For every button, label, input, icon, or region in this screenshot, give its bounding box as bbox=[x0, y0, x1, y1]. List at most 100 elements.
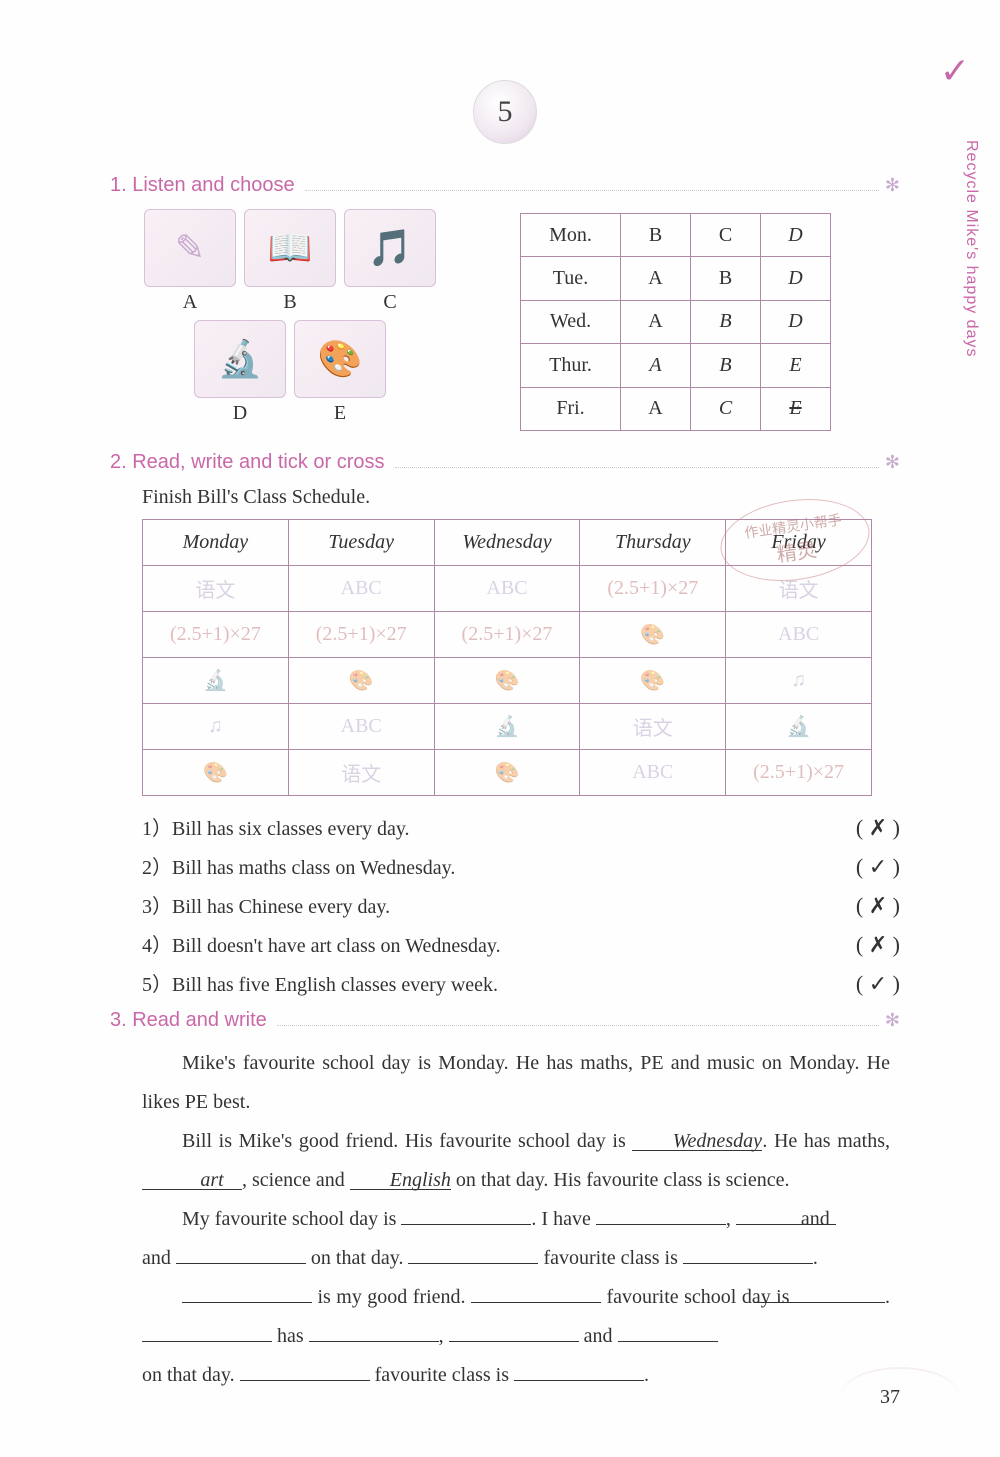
q3-blank[interactable] bbox=[471, 1285, 601, 1303]
q3-text: has bbox=[272, 1325, 309, 1347]
corner-decoration bbox=[840, 1367, 960, 1427]
q3-text: Mike's favourite school day is Monday. H… bbox=[142, 1052, 890, 1113]
q1-answer-cell: A bbox=[621, 300, 691, 343]
q1-answer-cell: B bbox=[621, 214, 691, 257]
q3-text: and bbox=[579, 1325, 618, 1347]
q1-answer-cell: D bbox=[761, 300, 831, 343]
q2-header-cell: Thursday bbox=[580, 520, 726, 566]
q2-cell: 🔬 bbox=[434, 704, 580, 750]
q2-cell: ♫ bbox=[726, 658, 872, 704]
q2-cell: 🎨 bbox=[580, 612, 726, 658]
q3-blank[interactable] bbox=[309, 1324, 439, 1342]
q3-blank-3[interactable]: English bbox=[350, 1170, 451, 1190]
q3-text: . I have bbox=[531, 1208, 595, 1230]
statement-answer: ( ✓ ) bbox=[820, 854, 900, 880]
q1-image-c: 🎵 bbox=[344, 209, 436, 287]
statement-row: 2）Bill has maths class on Wednesday.( ✓ … bbox=[142, 851, 900, 880]
q3-text: favourite class is bbox=[370, 1364, 514, 1386]
q1-answer-cell: C bbox=[691, 214, 761, 257]
q2-cell: ABC bbox=[580, 750, 726, 796]
q3-blank[interactable] bbox=[401, 1207, 531, 1225]
decorative-swoosh: ✓ bbox=[940, 50, 970, 92]
q3-blank-2[interactable]: art bbox=[142, 1170, 242, 1190]
q1-answer-cell: D bbox=[761, 214, 831, 257]
dotted-line bbox=[277, 1025, 879, 1026]
q3-blank[interactable] bbox=[240, 1363, 370, 1381]
dotted-line bbox=[305, 190, 879, 191]
q2-cell: 🎨 bbox=[143, 750, 289, 796]
q1-day-cell: Mon. bbox=[521, 214, 621, 257]
q1-title: 1. Listen and choose ✻ bbox=[110, 174, 900, 197]
q3-title: 3. Read and write ✻ bbox=[110, 1009, 900, 1032]
q2-statements: 1）Bill has six classes every day. ( ✗ ) 2）… bbox=[142, 812, 900, 997]
img-label: B bbox=[244, 291, 336, 314]
q3-text: , bbox=[726, 1208, 736, 1230]
q1-answer-cell: B bbox=[691, 344, 761, 387]
statement-text: 4）Bill doesn't have art class on Wednesd… bbox=[142, 929, 501, 958]
q1-title-text: 1. Listen and choose bbox=[110, 174, 295, 197]
q1-image-grid: ✎ 📖 🎵 A B C 🔬 🎨 D E bbox=[130, 209, 450, 431]
q2-header-cell: Tuesday bbox=[288, 520, 434, 566]
q3-blank[interactable] bbox=[683, 1246, 813, 1264]
statement-row: 5）Bill has five English classes every we… bbox=[142, 968, 900, 997]
q3-blank[interactable] bbox=[596, 1207, 726, 1225]
q3-blank[interactable] bbox=[142, 1324, 272, 1342]
q3-text: . bbox=[813, 1247, 818, 1269]
q1-image-a: ✎ bbox=[144, 209, 236, 287]
q3-text: is my good friend. bbox=[312, 1286, 471, 1308]
q2-cell: ABC bbox=[288, 566, 434, 612]
q1-answer-cell: E bbox=[761, 344, 831, 387]
q2-cell: 语文 bbox=[726, 566, 872, 612]
lesson-number: 5 bbox=[473, 80, 537, 144]
img-label: A bbox=[144, 291, 236, 314]
q3-blank-1[interactable]: Wednesday bbox=[632, 1131, 762, 1151]
q3-blank[interactable] bbox=[755, 1285, 885, 1303]
q3-text: favourite class is bbox=[538, 1247, 682, 1269]
q2-cell: 语文 bbox=[288, 750, 434, 796]
q1-image-d: 🔬 bbox=[194, 320, 286, 398]
q2-cell: 语文 bbox=[580, 704, 726, 750]
q3-text: My favourite school day is bbox=[182, 1208, 401, 1230]
q2-cell: ABC bbox=[726, 612, 872, 658]
q2-cell: ABC bbox=[434, 566, 580, 612]
q3-text: . He has maths, bbox=[762, 1130, 890, 1152]
q3-text: Bill is Mike's good friend. His favourit… bbox=[182, 1130, 632, 1152]
sparkle-icon: ✻ bbox=[885, 175, 900, 196]
side-tab: Recycle Mike's happy days bbox=[962, 140, 980, 357]
q3-text: on that day. bbox=[142, 1364, 240, 1386]
statement-answer: ( ✗ ) bbox=[820, 893, 900, 919]
q3-text: . bbox=[885, 1286, 890, 1308]
q2-cell: ♫ bbox=[143, 704, 289, 750]
statement-text: 5）Bill has five English classes every we… bbox=[142, 968, 498, 997]
q3-title-text: 3. Read and write bbox=[110, 1009, 267, 1032]
q1-answer-cell: C bbox=[691, 387, 761, 430]
q3-blank[interactable] bbox=[618, 1324, 718, 1342]
statement-text: 1）Bill has six classes every day. bbox=[142, 812, 410, 841]
q3-body: Mike's favourite school day is Monday. H… bbox=[142, 1044, 890, 1395]
img-label: D bbox=[194, 402, 286, 425]
q1-day-cell: Thur. bbox=[521, 344, 621, 387]
q3-blank[interactable] bbox=[514, 1363, 644, 1381]
q3-text: and bbox=[796, 1208, 830, 1230]
stamp-line: 精灵 bbox=[775, 533, 819, 567]
img-label: C bbox=[344, 291, 436, 314]
statement-row: 4）Bill doesn't have art class on Wednesd… bbox=[142, 929, 900, 958]
q2-cell: (2.5+1)×27 bbox=[580, 566, 726, 612]
q3-text: on that day. His favourite class is scie… bbox=[451, 1169, 790, 1191]
q1-day-cell: Fri. bbox=[521, 387, 621, 430]
q2-cell: 🎨 bbox=[434, 658, 580, 704]
q2-title: 2. Read, write and tick or cross ✻ bbox=[110, 451, 900, 474]
q3-blank[interactable] bbox=[176, 1246, 306, 1264]
q3-text: . bbox=[644, 1364, 649, 1386]
q2-cell: 🎨 bbox=[580, 658, 726, 704]
sparkle-icon: ✻ bbox=[885, 452, 900, 473]
q2-cell: 🎨 bbox=[434, 750, 580, 796]
sparkle-icon: ✻ bbox=[885, 1010, 900, 1031]
q1-answer-cell: E bbox=[761, 387, 831, 430]
q3-blank[interactable] bbox=[182, 1285, 312, 1303]
q1-day-cell: Wed. bbox=[521, 300, 621, 343]
q3-blank[interactable] bbox=[449, 1324, 579, 1342]
q2-cell: 🔬 bbox=[143, 658, 289, 704]
q1-answer-cell: D bbox=[761, 257, 831, 300]
q3-blank[interactable] bbox=[408, 1246, 538, 1264]
